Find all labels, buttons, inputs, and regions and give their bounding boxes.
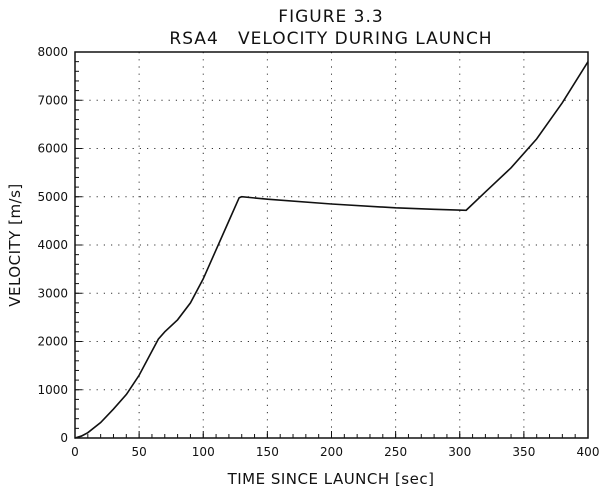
y-tick-label: 4000 — [37, 238, 68, 252]
x-tick-label: 150 — [256, 445, 279, 459]
y-tick-label: 1000 — [37, 383, 68, 397]
grid — [75, 52, 588, 438]
x-tick-label: 100 — [192, 445, 215, 459]
y-tick-label: 6000 — [37, 142, 68, 156]
x-tick-label: 400 — [577, 445, 600, 459]
series-line — [74, 61, 589, 439]
x-tick-label: 0 — [71, 445, 79, 459]
x-tick-labels: 0 50 100 150 200 250 300 350 400 — [71, 445, 599, 459]
x-tick-label: 250 — [384, 445, 407, 459]
y-tick-label: 2000 — [37, 335, 68, 349]
y-tick-label: 7000 — [37, 93, 68, 107]
x-tick-label: 50 — [131, 445, 146, 459]
y-tick-label: 8000 — [37, 45, 68, 59]
chart-title: FIGURE 3.3 — [278, 7, 383, 27]
x-tick-label: 300 — [448, 445, 471, 459]
plot-frame — [74, 51, 589, 439]
series-layer — [74, 61, 589, 439]
x-axis-label: TIME SINCE LAUNCH [sec] — [227, 470, 435, 488]
chart-subtitle: RSA4 VELOCITY DURING LAUNCH — [169, 29, 492, 49]
y-tick-label: 5000 — [37, 190, 68, 204]
y-tick-label: 3000 — [37, 286, 68, 300]
y-tick-labels: 0 1000 2000 3000 4000 5000 6000 7000 8000 — [37, 45, 68, 445]
x-tick-label: 350 — [512, 445, 535, 459]
x-tick-label: 200 — [320, 445, 343, 459]
y-axis-label: VELOCITY [m/s] — [6, 183, 24, 307]
y-tick-label: 0 — [60, 431, 68, 445]
